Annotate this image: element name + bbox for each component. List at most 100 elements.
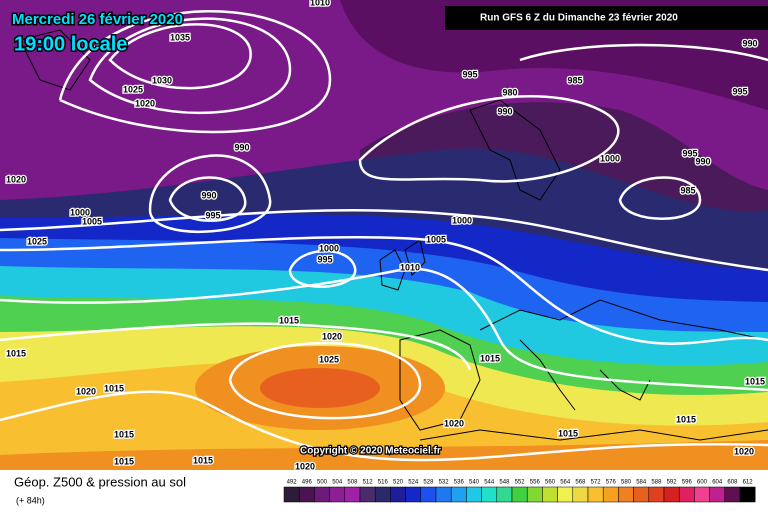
- isobar-label: 1015: [676, 414, 696, 424]
- scale-swatch: [526, 486, 543, 503]
- scale-label: 544: [484, 480, 495, 486]
- scale-label: 572: [591, 480, 602, 486]
- isobar-label: 1015: [558, 428, 578, 438]
- isobar-label: 995: [205, 210, 220, 220]
- isobar-label: 1020: [734, 446, 754, 456]
- scale-label: 500: [317, 480, 328, 486]
- isobar-label: 1000: [452, 215, 472, 225]
- scale-swatch: [405, 486, 422, 503]
- isobar-label: 1005: [426, 234, 446, 244]
- scale-swatch: [602, 486, 619, 503]
- scale-swatch: [648, 486, 665, 503]
- scale-swatch: [329, 486, 346, 503]
- isobar-label: 985: [567, 75, 582, 85]
- forecast-date: Mercredi 26 février 2020: [12, 11, 183, 28]
- scale-swatch: [466, 486, 482, 503]
- scale-label: 548: [499, 480, 510, 486]
- isobar-label: 990: [695, 156, 710, 166]
- isobar-label: 1005: [82, 216, 102, 226]
- scale-swatch: [511, 486, 528, 503]
- run-info: Run GFS 6 Z du Dimanche 23 février 2020: [480, 13, 678, 24]
- scale-label: 552: [515, 480, 526, 486]
- isobar-label: 1000: [70, 207, 90, 217]
- copyright: Copyright © 2020 Meteociel.fr: [300, 446, 441, 457]
- scale-swatch: [694, 486, 710, 503]
- isobar-label: 1020: [76, 386, 96, 396]
- forecast-lead: (+ 84h): [16, 495, 45, 505]
- isobar-label: 1020: [295, 461, 315, 471]
- scale-label: 512: [363, 480, 374, 486]
- isobar-label: 995: [462, 69, 477, 79]
- scale-label: 596: [682, 480, 693, 486]
- scale-swatch: [587, 486, 604, 503]
- isobar-label: 1015: [114, 456, 134, 466]
- scale-label: 556: [530, 480, 541, 486]
- scale-swatch: [663, 486, 680, 503]
- scale-swatch: [374, 486, 391, 503]
- scale-label: 536: [454, 480, 465, 486]
- scale-label: 516: [378, 480, 389, 486]
- scale-swatch: [572, 486, 589, 503]
- color-scale: 492 496 500 504 508 512 516 520 524 528 532 536 540 5…: [283, 480, 756, 503]
- run-banner: [445, 6, 768, 30]
- scale-label: 604: [712, 480, 723, 486]
- isobar-label: 1035: [170, 32, 190, 42]
- scale-swatch: [557, 486, 574, 503]
- isobar-label: 1020: [322, 331, 342, 341]
- isobar-label: 1010: [400, 262, 420, 272]
- isobar-label: 1000: [319, 243, 339, 253]
- scale-swatch: [633, 486, 650, 503]
- scale-swatch: [618, 486, 634, 503]
- scale-swatch: [283, 486, 300, 503]
- isobar-label: 1020: [444, 418, 464, 428]
- scale-swatch: [724, 486, 741, 503]
- isobar-label: 990: [742, 38, 757, 48]
- scale-label: 520: [393, 480, 404, 486]
- scale-swatch: [709, 486, 726, 503]
- isobar-label: 1015: [6, 348, 26, 358]
- isobar-label: 1015: [193, 455, 213, 465]
- scale-label: 608: [727, 480, 738, 486]
- scale-swatch: [344, 486, 361, 503]
- scale-label: 508: [347, 480, 358, 486]
- scale-swatch: [359, 486, 376, 503]
- isobar-label: 1010: [310, 0, 330, 7]
- isobar-label: 990: [234, 142, 249, 152]
- scale-label: 528: [423, 480, 434, 486]
- scale-label: 612: [743, 480, 754, 486]
- isobar-label: 995: [317, 254, 332, 264]
- isobar-label: 1020: [135, 98, 155, 108]
- scale-label: 564: [560, 480, 571, 486]
- isobar-label: 990: [497, 106, 512, 116]
- isobar-label: 995: [682, 148, 697, 158]
- scale-label: 580: [621, 480, 632, 486]
- scale-swatch: [390, 486, 406, 503]
- isobar-label: 1015: [745, 376, 765, 386]
- scale-label: 588: [651, 480, 662, 486]
- isobar-label: 1025: [319, 354, 339, 364]
- scale-label: 496: [302, 480, 313, 486]
- scale-label: 504: [332, 480, 343, 486]
- scale-swatch: [420, 486, 437, 503]
- isobar-label: 1030: [152, 75, 172, 85]
- forecast-time: 19:00 locale: [14, 33, 127, 55]
- isobar-label: 980: [502, 87, 517, 97]
- scale-label: 568: [575, 480, 586, 486]
- isobar-label: 1015: [104, 383, 124, 393]
- scale-label: 532: [439, 480, 450, 486]
- scale-swatch: [496, 486, 513, 503]
- scale-label: 592: [667, 480, 678, 486]
- field: [0, 0, 768, 471]
- scale-label: 492: [287, 480, 298, 486]
- isobar-label: 1015: [114, 429, 134, 439]
- scale-swatch: [435, 486, 452, 503]
- scale-label: 560: [545, 480, 556, 486]
- isobar-label: 1000: [600, 153, 620, 163]
- isobar-label: 990: [201, 190, 216, 200]
- scale-swatch: [314, 486, 330, 503]
- isobar-label: 1015: [480, 353, 500, 363]
- footer-title: Géop. Z500 & pression au sol: [14, 474, 186, 489]
- scale-swatch: [298, 486, 315, 503]
